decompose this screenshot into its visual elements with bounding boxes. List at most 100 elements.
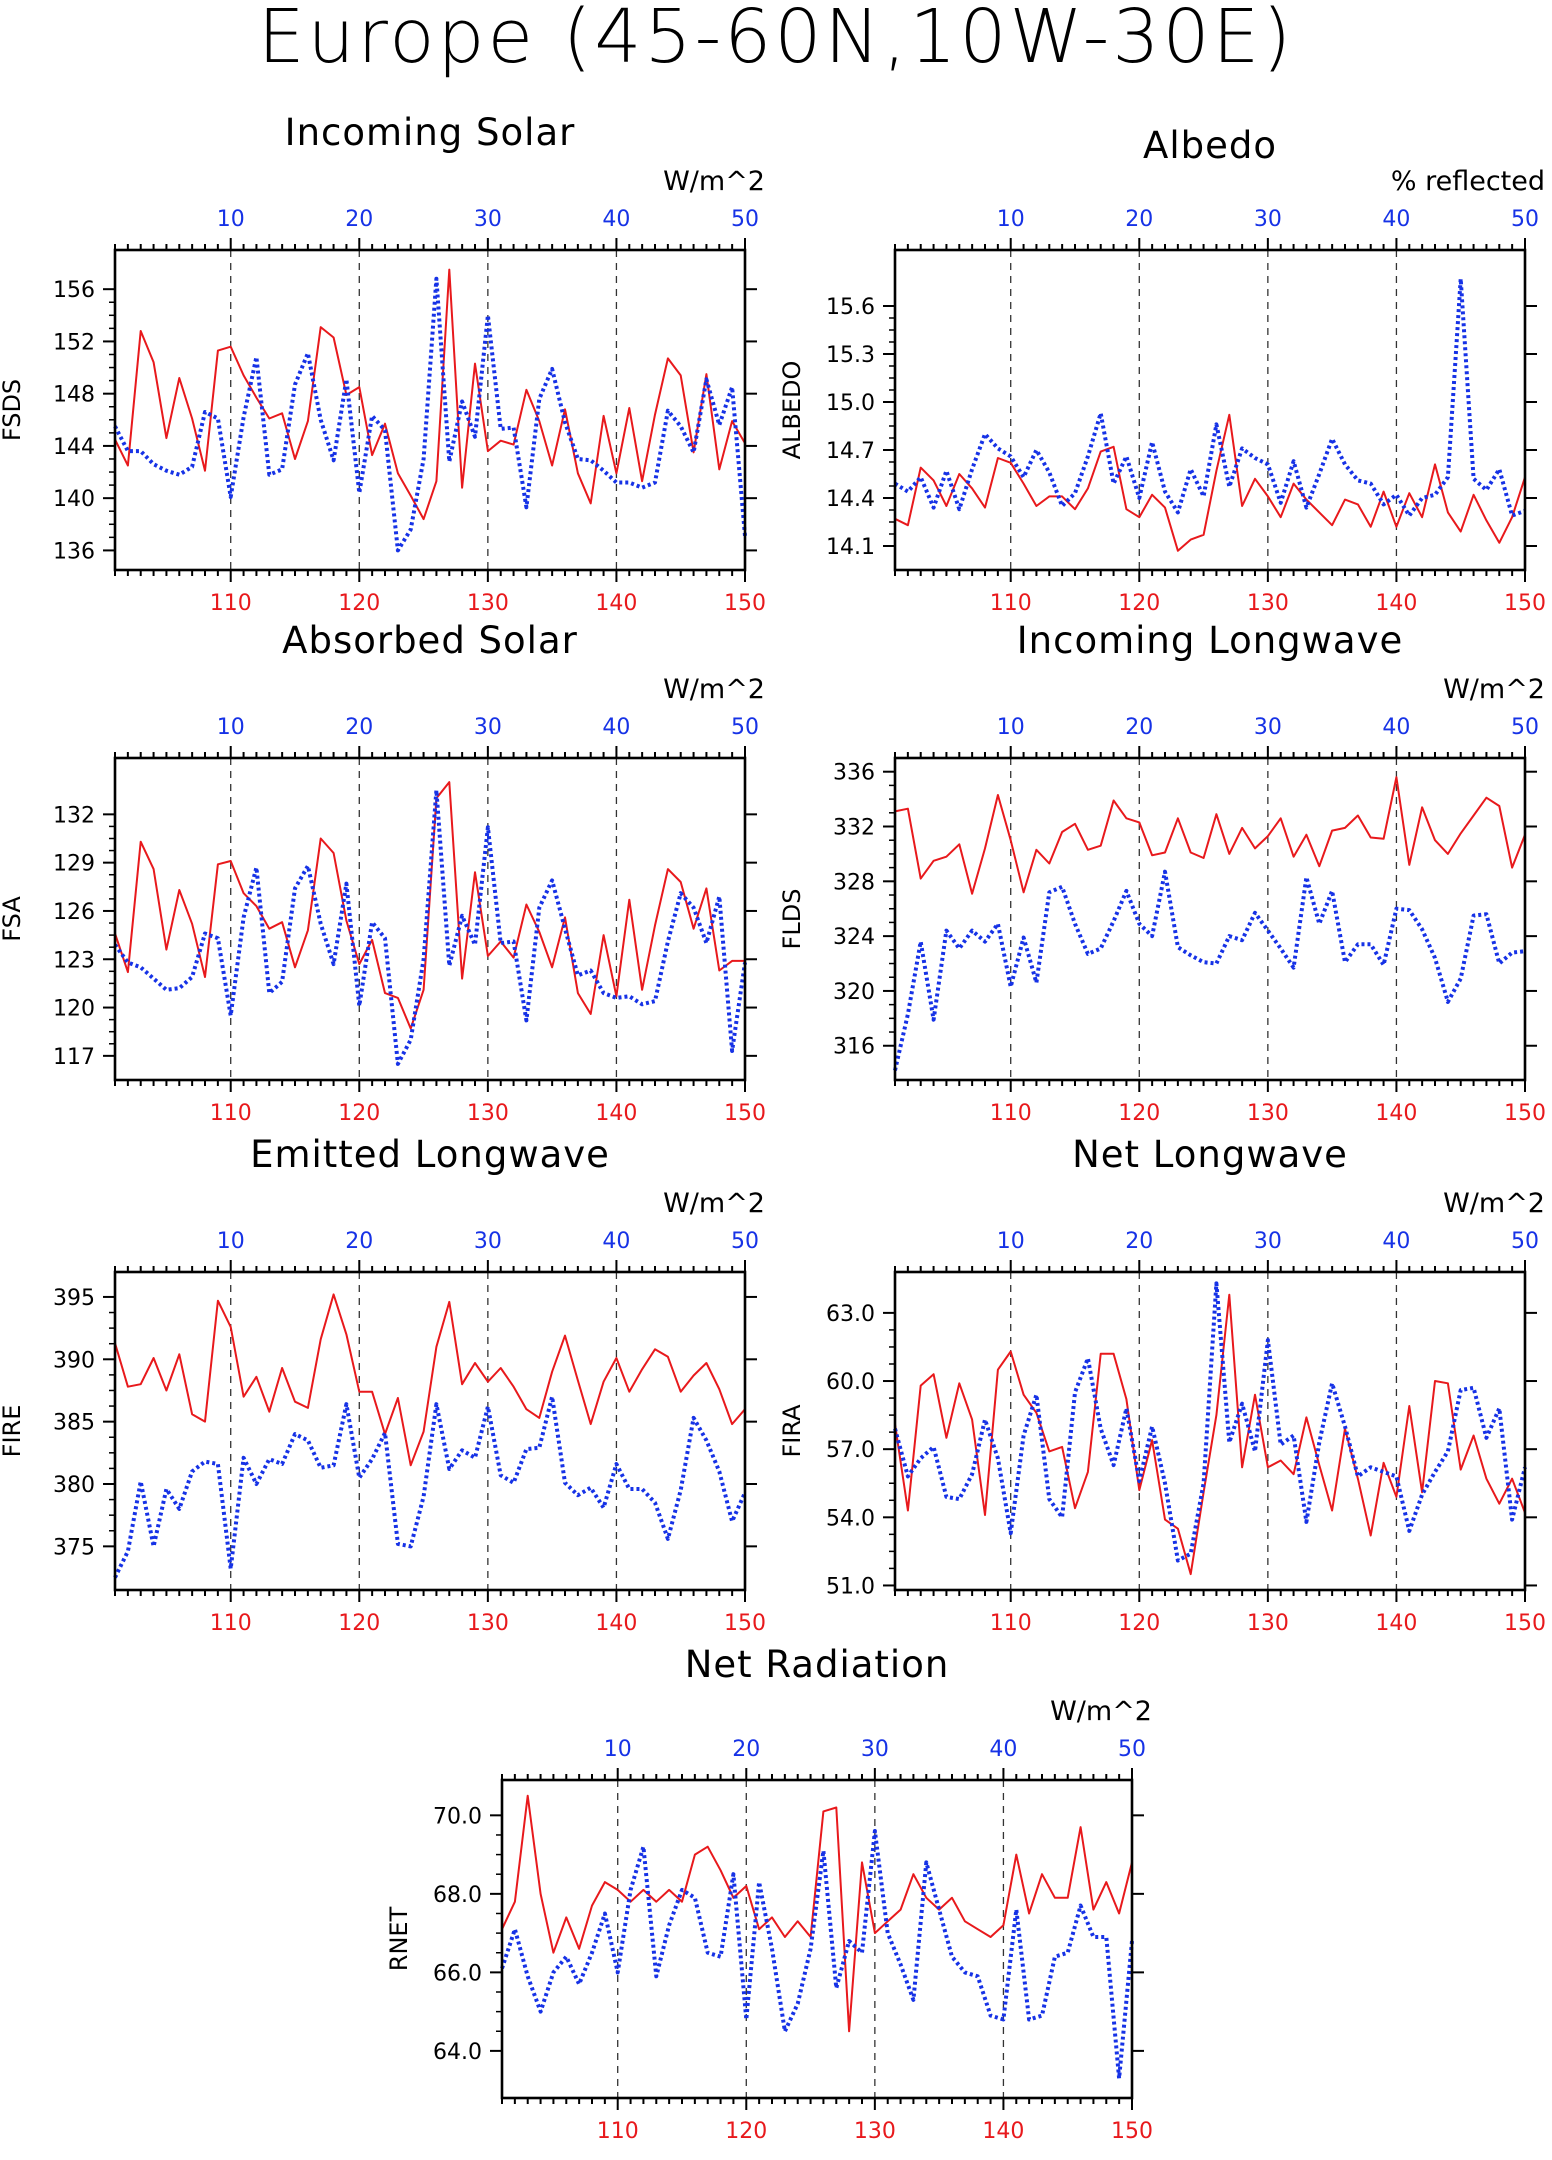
y-axis-label-flds: FLDS bbox=[778, 889, 806, 950]
top-tick-label-fira: 50 bbox=[1511, 1229, 1539, 1254]
top-tick-label-fire: 10 bbox=[217, 1229, 245, 1254]
series-red-line-flds bbox=[894, 776, 1526, 895]
y-tick-label-rnet: 66.0 bbox=[433, 1961, 482, 1986]
series-blue-line-rnet bbox=[500, 1829, 1134, 2081]
plot-frame-fire bbox=[113, 1270, 747, 1592]
top-tick-label-albedo: 10 bbox=[997, 207, 1025, 232]
y-tick-label-rnet: 68.0 bbox=[433, 1883, 482, 1908]
x-tick-label-fsa: 120 bbox=[338, 1101, 380, 1126]
x-tick-label-fsds: 110 bbox=[210, 591, 252, 616]
y-tick-label-fira: 51.0 bbox=[826, 1574, 875, 1599]
x-tick-label-flds: 130 bbox=[1247, 1101, 1289, 1126]
series-blue-line-fira bbox=[893, 1281, 1527, 1563]
x-tick-label-fsa: 150 bbox=[724, 1101, 766, 1126]
top-tick-label-rnet: 50 bbox=[1118, 1737, 1146, 1762]
x-tick-label-rnet: 120 bbox=[725, 2119, 767, 2144]
series-blue-line-flds bbox=[893, 869, 1526, 1071]
y-tick-label-fira: 63.0 bbox=[826, 1302, 875, 1327]
x-tick-label-fsa: 140 bbox=[595, 1101, 637, 1126]
x-tick-label-fire: 140 bbox=[595, 1611, 637, 1636]
y-tick-label-fsa: 117 bbox=[53, 1045, 95, 1070]
y-tick-label-fira: 57.0 bbox=[826, 1438, 875, 1463]
figure-title: Europe (45-60N,10W-30E) bbox=[258, 0, 1294, 80]
top-tick-label-fira: 10 bbox=[997, 1229, 1025, 1254]
top-tick-label-fira: 20 bbox=[1125, 1229, 1153, 1254]
units-label-fira: W/m^2 bbox=[1443, 1188, 1545, 1219]
units-label-rnet: W/m^2 bbox=[1050, 1696, 1152, 1727]
top-tick-label-albedo: 50 bbox=[1511, 207, 1539, 232]
plot-frame-fsa bbox=[113, 756, 747, 1082]
top-tick-label-rnet: 10 bbox=[604, 1737, 632, 1762]
x-tick-label-fire: 120 bbox=[338, 1611, 380, 1636]
y-tick-label-fire: 395 bbox=[53, 1286, 95, 1311]
plot-frame-flds bbox=[893, 756, 1527, 1082]
x-tick-label-fira: 120 bbox=[1118, 1611, 1160, 1636]
series-red-line-fsds bbox=[114, 268, 746, 521]
x-tick-label-flds: 120 bbox=[1118, 1101, 1160, 1126]
x-tick-label-fira: 130 bbox=[1247, 1611, 1289, 1636]
units-label-albedo: % reflected bbox=[1391, 166, 1545, 197]
top-tick-label-fsds: 40 bbox=[602, 207, 630, 232]
y-tick-label-fira: 54.0 bbox=[826, 1506, 875, 1531]
x-tick-label-fira: 140 bbox=[1375, 1611, 1417, 1636]
series-blue-line-fsa bbox=[113, 788, 747, 1066]
y-tick-label-fsds: 148 bbox=[53, 383, 95, 408]
units-label-fsds: W/m^2 bbox=[663, 166, 765, 197]
y-tick-label-flds: 316 bbox=[833, 1035, 875, 1060]
y-tick-label-flds: 328 bbox=[833, 870, 875, 895]
x-tick-label-rnet: 110 bbox=[597, 2119, 639, 2144]
top-tick-label-fsds: 50 bbox=[731, 207, 759, 232]
plot-frame-rnet bbox=[500, 1778, 1134, 2100]
x-tick-label-fire: 110 bbox=[210, 1611, 252, 1636]
y-tick-label-albedo: 14.1 bbox=[826, 535, 875, 560]
top-tick-label-albedo: 30 bbox=[1254, 207, 1282, 232]
x-tick-label-fsds: 140 bbox=[595, 591, 637, 616]
series-red-line-fira bbox=[894, 1293, 1526, 1576]
top-tick-label-fsa: 30 bbox=[474, 715, 502, 740]
top-tick-label-rnet: 40 bbox=[989, 1737, 1017, 1762]
panel-flds: Incoming Longwave W/m^2 316 320 324 328 332 336… bbox=[778, 619, 1546, 1126]
top-tick-label-rnet: 30 bbox=[861, 1737, 889, 1762]
top-tick-label-fire: 40 bbox=[602, 1229, 630, 1254]
plot-frame-fira bbox=[893, 1270, 1527, 1592]
x-tick-label-albedo: 110 bbox=[990, 591, 1032, 616]
top-tick-label-fsds: 30 bbox=[474, 207, 502, 232]
x-tick-label-fira: 110 bbox=[990, 1611, 1032, 1636]
x-tick-label-albedo: 120 bbox=[1118, 591, 1160, 616]
panels-container: Incoming Solar W/m^2 136 140 144 148 152 156 110… bbox=[0, 111, 1546, 2144]
top-tick-label-fire: 30 bbox=[474, 1229, 502, 1254]
y-tick-label-fsds: 144 bbox=[53, 435, 95, 460]
y-tick-label-fire: 390 bbox=[53, 1348, 95, 1373]
panel-albedo: Albedo % reflected 14.1 14.4 14.7 15.0 15.3 15.… bbox=[778, 124, 1546, 616]
top-tick-label-albedo: 40 bbox=[1382, 207, 1410, 232]
x-tick-label-albedo: 130 bbox=[1247, 591, 1289, 616]
y-tick-label-fsa: 126 bbox=[53, 900, 95, 925]
x-tick-label-fsa: 110 bbox=[210, 1101, 252, 1126]
y-tick-label-fsds: 140 bbox=[53, 487, 95, 512]
y-axis-label-fsds: FSDS bbox=[0, 379, 26, 441]
y-axis-label-rnet: RNET bbox=[385, 1906, 413, 1971]
x-tick-label-flds: 140 bbox=[1375, 1101, 1417, 1126]
top-tick-label-fsa: 20 bbox=[345, 715, 373, 740]
x-tick-label-fira: 150 bbox=[1504, 1611, 1546, 1636]
panel-title-fire: Emitted Longwave bbox=[250, 1133, 610, 1176]
series-blue-line-fsds bbox=[113, 276, 747, 553]
y-axis-label-fira: FIRA bbox=[778, 1404, 806, 1458]
top-tick-label-flds: 20 bbox=[1125, 715, 1153, 740]
panel-rnet: Net Radiation W/m^2 64.0 66.0 68.0 70.0 110 120… bbox=[385, 1643, 1153, 2144]
panel-title-albedo: Albedo bbox=[1143, 124, 1277, 167]
top-tick-label-fsa: 40 bbox=[602, 715, 630, 740]
top-tick-label-flds: 10 bbox=[997, 715, 1025, 740]
x-tick-label-fire: 150 bbox=[724, 1611, 766, 1636]
units-label-flds: W/m^2 bbox=[1443, 674, 1545, 705]
series-red-line-fsa bbox=[114, 781, 745, 1030]
units-label-fsa: W/m^2 bbox=[663, 674, 765, 705]
y-tick-label-flds: 324 bbox=[833, 925, 875, 950]
y-tick-label-flds: 336 bbox=[833, 761, 875, 786]
x-tick-label-fsds: 130 bbox=[467, 591, 509, 616]
units-label-fire: W/m^2 bbox=[663, 1188, 765, 1219]
x-tick-label-flds: 110 bbox=[990, 1101, 1032, 1126]
y-axis-label-fire: FIRE bbox=[0, 1405, 26, 1458]
y-tick-label-fsa: 132 bbox=[53, 803, 95, 828]
